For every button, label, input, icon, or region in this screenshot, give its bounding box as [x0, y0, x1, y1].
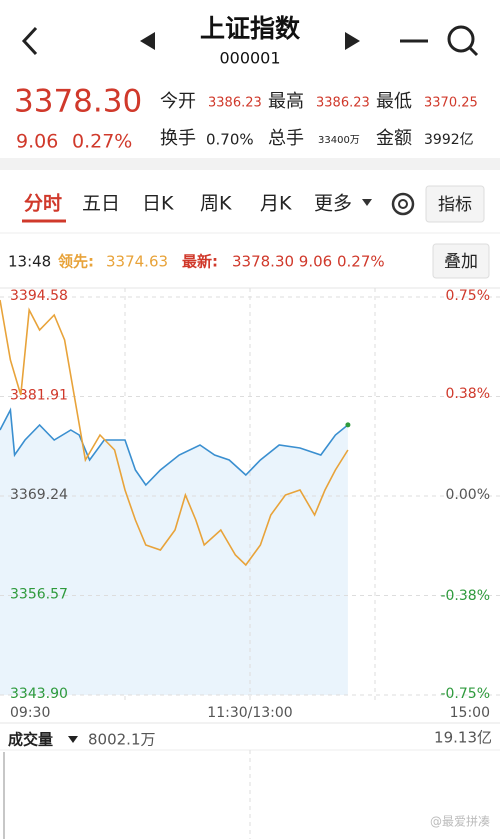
- high-label: 最高: [268, 91, 304, 112]
- title: 上证指数: [200, 14, 301, 43]
- last-point: [345, 422, 351, 428]
- indicator-button-label: 指标: [438, 195, 472, 215]
- y-tick-label: 3381.91: [10, 388, 68, 404]
- prev-button[interactable]: [140, 32, 155, 50]
- volume-value: 8002.1万: [88, 731, 156, 749]
- amount: 3992亿: [424, 132, 474, 148]
- open-label: 今开: [160, 91, 196, 112]
- tab[interactable]: 日K: [142, 193, 174, 215]
- y2-tick-label: 0.38%: [446, 386, 490, 402]
- tab[interactable]: 五日: [82, 193, 120, 215]
- lead-label: 领先:: [57, 253, 94, 271]
- change: 9.06: [16, 131, 58, 153]
- y2-tick-label: 0.75%: [446, 288, 490, 304]
- turnover-label: 换手: [160, 128, 196, 149]
- x-tick-label: 11:30/13:00: [207, 705, 292, 721]
- y2-tick-label: -0.75%: [440, 686, 490, 702]
- tab[interactable]: 月K: [260, 193, 292, 215]
- y2-tick-label: -0.38%: [440, 588, 490, 604]
- lead: 3374.63: [106, 253, 168, 271]
- x-tick-label: 15:00: [450, 705, 490, 721]
- low: 3370.25: [424, 96, 478, 111]
- change-pct: 0.27%: [72, 131, 132, 153]
- indicator-button[interactable]: [425, 185, 485, 223]
- y-tick-label: 3369.24: [10, 487, 68, 503]
- low-label: 最低: [376, 91, 412, 112]
- settings-button[interactable]: [391, 192, 415, 216]
- open: 3386.23: [208, 96, 262, 111]
- high: 3386.23: [316, 96, 370, 111]
- x-tick-label: 09:30: [10, 705, 50, 721]
- watermark: @最爱拼凑: [430, 815, 490, 829]
- price-line: [0, 407, 349, 487]
- tab[interactable]: 更多: [314, 193, 352, 215]
- volume-max: 19.13亿: [434, 729, 492, 747]
- volume-dropdown[interactable]: [68, 736, 78, 743]
- next-button[interactable]: [345, 32, 360, 50]
- y2-tick-label: 0.00%: [446, 487, 490, 503]
- search-button[interactable]: [447, 25, 479, 57]
- volume-label: 总手: [268, 128, 304, 149]
- time: 13:48: [8, 253, 51, 271]
- back-button[interactable]: [21, 26, 38, 56]
- volume-label[interactable]: 成交量: [8, 731, 53, 749]
- y-tick-label: 3394.58: [10, 288, 68, 304]
- price: 3378.30: [14, 84, 142, 120]
- y-tick-label: 3356.57: [10, 587, 68, 603]
- amount-label: 金额: [376, 128, 412, 149]
- volume: 33400万: [318, 135, 360, 146]
- tab[interactable]: 分时: [24, 193, 62, 215]
- overlay-button[interactable]: [432, 243, 490, 279]
- tab[interactable]: 周K: [200, 193, 232, 215]
- overlay-button-label: 叠加: [444, 252, 478, 272]
- turnover: 0.70%: [206, 131, 254, 149]
- latest-label: 最新:: [182, 253, 218, 271]
- code: 000001: [219, 49, 280, 68]
- y-tick-label: 3343.90: [10, 686, 68, 702]
- price-line: [0, 299, 349, 567]
- dropdown-arrow: [362, 199, 372, 206]
- divider: [0, 158, 500, 170]
- latest: 3378.30 9.06 0.27%: [232, 253, 385, 271]
- price-area: [0, 410, 348, 695]
